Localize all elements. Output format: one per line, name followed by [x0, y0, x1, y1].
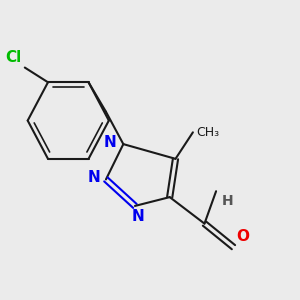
Text: H: H — [222, 194, 233, 208]
Text: N: N — [103, 135, 116, 150]
Text: N: N — [87, 170, 100, 185]
Text: N: N — [131, 209, 144, 224]
Text: CH₃: CH₃ — [196, 126, 219, 139]
Text: O: O — [236, 229, 249, 244]
Text: Cl: Cl — [6, 50, 22, 64]
